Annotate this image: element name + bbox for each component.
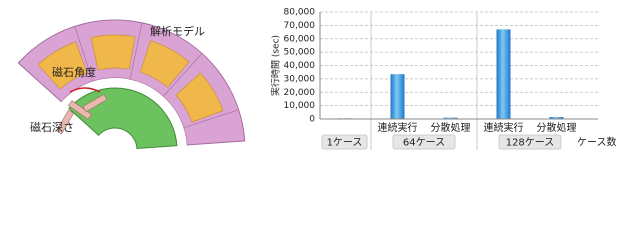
x-tick-label: 分散処理: [537, 121, 577, 134]
bar-chart: 0 10,000 20,000 30,000 40,000 50,000 60,000 70,…: [270, 8, 617, 150]
bar: [390, 74, 405, 119]
y-tick-label: 60,000: [284, 34, 316, 44]
diagram-title: 解析モデル: [150, 24, 205, 38]
motor-diagram: [17, 19, 246, 149]
angle-label: 磁石角度: [52, 65, 96, 79]
y-tick-label: 0: [309, 115, 315, 125]
stator-slot: [90, 34, 136, 71]
stator-slot: [37, 41, 88, 90]
stator-tooth: [74, 26, 94, 82]
stator-slot: [175, 72, 224, 123]
air-gap: [61, 77, 187, 146]
angle-arrow: [69, 87, 101, 93]
y-axis-title: 実行時間 (sec): [270, 35, 282, 96]
stator-tooth: [183, 109, 239, 129]
stator-tooth: [162, 53, 203, 97]
group-label-box: [392, 134, 456, 150]
y-tick-label: 20,000: [284, 88, 316, 98]
y-tick-label: 30,000: [284, 74, 316, 84]
page: 解析モデル 磁石角度 磁石深さ 0 10,000 20,000 30,000 40,00…: [17, 8, 617, 150]
magnet: [82, 93, 108, 113]
y-tick-label: 80,000: [284, 8, 316, 18]
stator-slot: [139, 40, 190, 88]
y-tick-label: 70,000: [284, 21, 316, 31]
group-label: 64ケース: [403, 137, 445, 149]
stator-tooth: [129, 22, 143, 80]
depth-label: 磁石深さ: [30, 121, 74, 134]
x-tick-label: 分散処理: [431, 121, 471, 134]
group-label: 1ケース: [327, 137, 363, 149]
magnet: [55, 109, 75, 135]
bar: [496, 29, 511, 120]
y-tick-label: 40,000: [284, 61, 316, 71]
x-axis-title: ケース数: [577, 136, 617, 149]
magnet: [68, 100, 92, 120]
group-label-box: [498, 134, 562, 150]
bar: [443, 117, 458, 119]
y-tick-label: 10,000: [284, 101, 316, 111]
group-label-box: [321, 134, 368, 150]
group-label: 128ケース: [506, 137, 555, 149]
y-tick-label: 50,000: [284, 48, 316, 58]
x-tick-label: 連続実行: [484, 121, 524, 134]
stator-tooth: [18, 62, 62, 103]
bar: [549, 116, 564, 119]
x-tick-label: 連続実行: [378, 121, 418, 134]
